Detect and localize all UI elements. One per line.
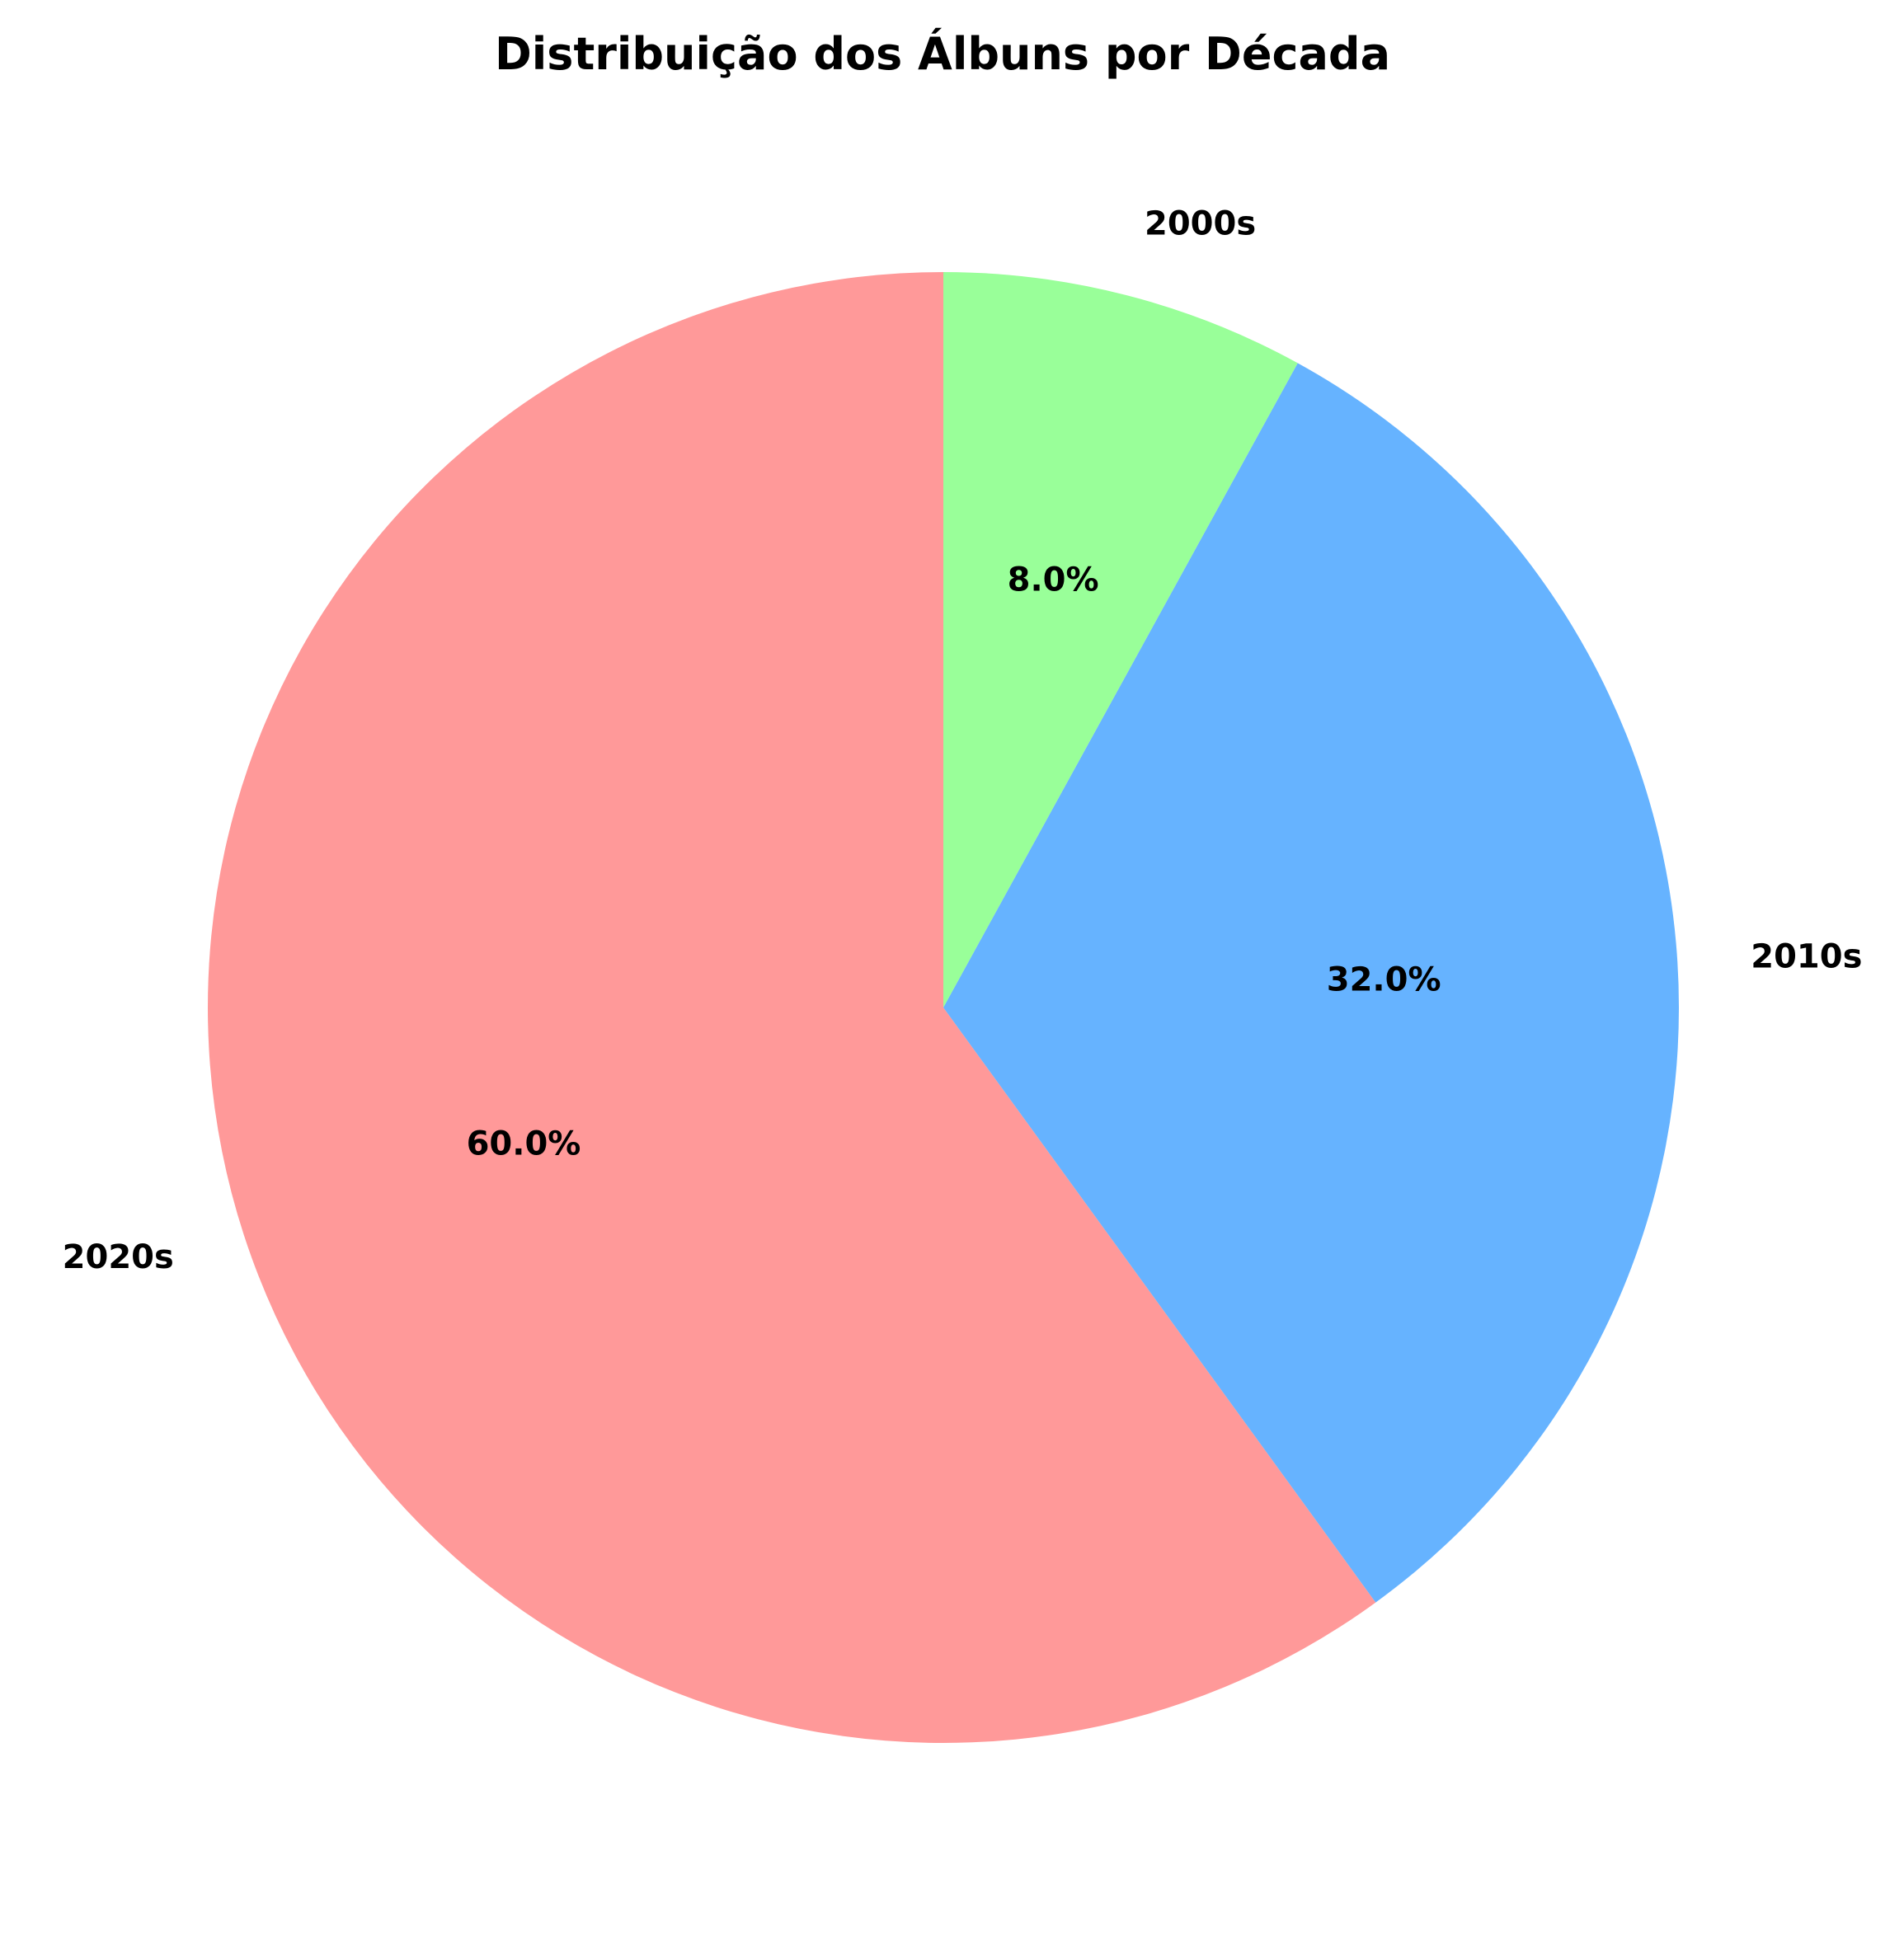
slice-percent-2010s: 32.0% — [1327, 961, 1441, 998]
slice-label-2020s: 2020s — [63, 1238, 174, 1276]
pie-slice-2010s — [943, 363, 1680, 1603]
labels-layer: 2020s 60.0% 2010s 32.0% 2000s 8.0% — [63, 205, 1863, 1277]
slice-label-2000s: 2000s — [1145, 205, 1256, 243]
pie-slice-2020s — [208, 272, 1376, 1743]
slice-percent-2020s: 60.0% — [467, 1125, 581, 1163]
chart-title: Distribuição dos Álbuns por Década — [495, 28, 1390, 80]
pie-slice-2000s — [943, 272, 1298, 1008]
slices-layer — [208, 272, 1680, 1743]
slice-percent-2000s: 8.0% — [1008, 561, 1099, 599]
slice-label-2010s: 2010s — [1751, 937, 1862, 975]
